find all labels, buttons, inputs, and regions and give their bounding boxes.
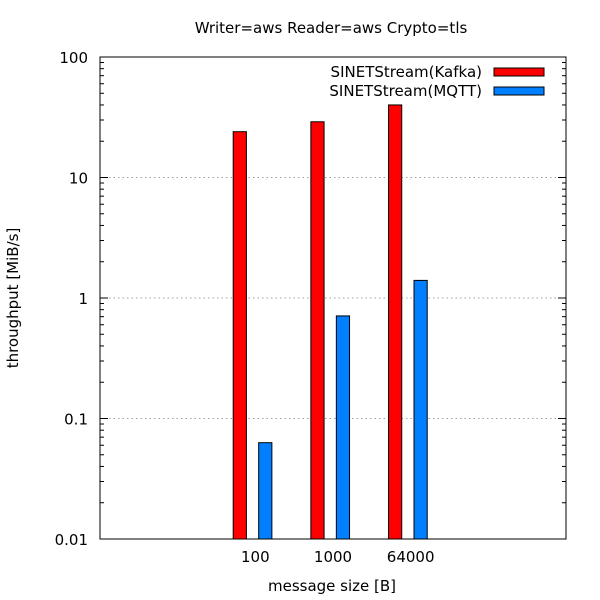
bar-sinetstream-kafka	[388, 104, 403, 540]
legend-label: SINETStream(MQTT)	[329, 82, 482, 100]
x-tick-label: 100	[241, 548, 270, 566]
legend-swatch	[493, 67, 545, 77]
x-tick-label: 64000	[387, 548, 435, 566]
y-tick-label: 0.01	[55, 531, 88, 549]
bar-sinetstream-mqtt	[258, 442, 273, 540]
x-axis-label: message size [B]	[268, 577, 396, 595]
chart-title: Writer=aws Reader=aws Crypto=tls	[195, 19, 468, 37]
bar-sinetstream-mqtt	[413, 279, 428, 540]
y-tick-label: 1	[78, 290, 88, 308]
grid-lines	[100, 177, 566, 419]
y-tick-label: 100	[59, 49, 88, 67]
plot-border	[99, 56, 567, 540]
legend-swatch	[493, 86, 545, 96]
bar-sinetstream-kafka	[310, 121, 325, 540]
bar-sinetstream-kafka	[232, 131, 247, 540]
x-tick-label: 1000	[314, 548, 352, 566]
bars	[232, 104, 428, 540]
legend-label: SINETStream(Kafka)	[331, 63, 482, 81]
y-tick-label: 0.1	[64, 411, 88, 429]
bar-sinetstream-mqtt	[335, 315, 351, 540]
legend: SINETStream(Kafka)SINETStream(MQTT)	[329, 63, 545, 100]
axis-ticks: 0.01 0.1 1 10 100 100 1000 64000	[55, 49, 566, 566]
y-axis-label: throughput [MiB/s]	[4, 228, 22, 369]
y-tick-label: 10	[69, 170, 88, 188]
